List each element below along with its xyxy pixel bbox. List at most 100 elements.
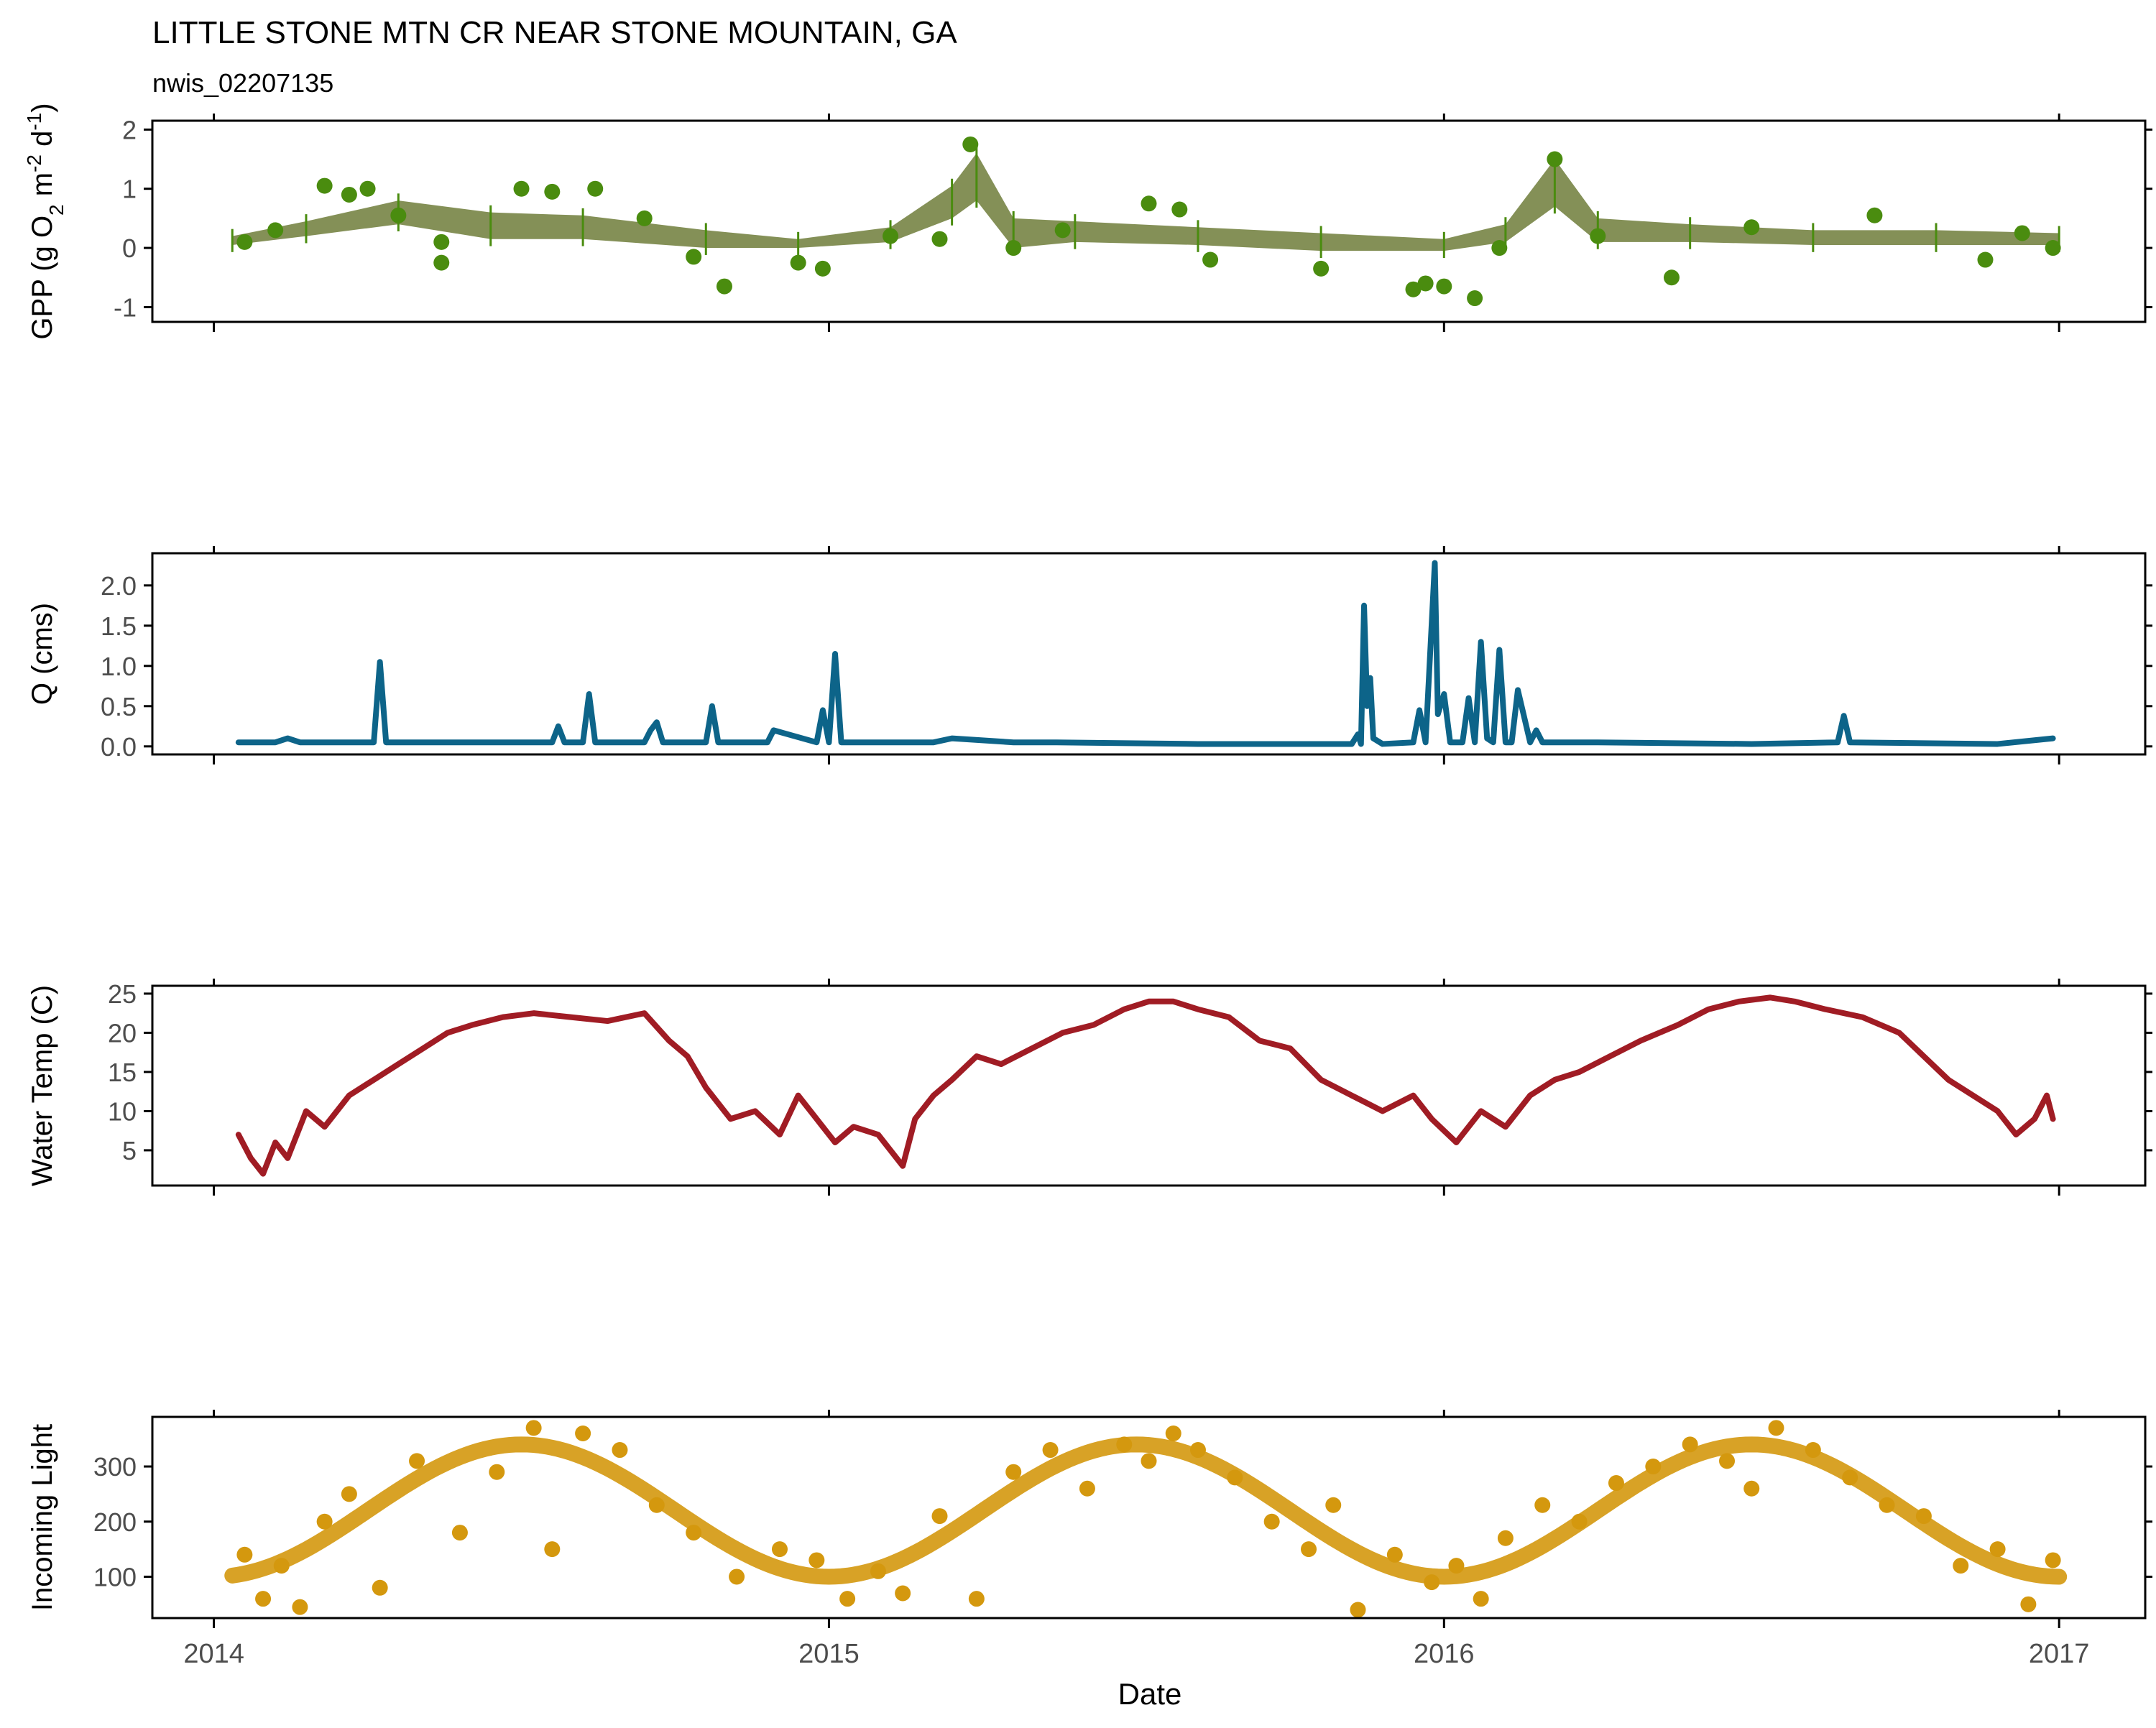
light-point bbox=[612, 1442, 628, 1459]
light-point bbox=[1263, 1513, 1280, 1530]
light-point bbox=[648, 1497, 665, 1513]
panel-light: 100 200 300 2014 2015 2016 2017 Incoming Light bbox=[27, 1410, 2152, 1669]
light-point bbox=[870, 1563, 886, 1579]
y-tick-label: 0.0 bbox=[101, 732, 137, 762]
gpp-point bbox=[1743, 219, 1760, 236]
light-point bbox=[1989, 1541, 2006, 1558]
light-point bbox=[729, 1568, 745, 1585]
light-point bbox=[1805, 1442, 1821, 1459]
y-tick-label: 25 bbox=[108, 979, 137, 1009]
light-point bbox=[372, 1579, 388, 1596]
light-point bbox=[1301, 1541, 1317, 1558]
light-point bbox=[1473, 1591, 1489, 1607]
panel-frame bbox=[151, 552, 2147, 756]
light-point bbox=[1743, 1480, 1760, 1497]
light-point bbox=[1165, 1426, 1181, 1442]
gpp-point bbox=[1866, 207, 1883, 223]
chart-title: LITTLE STONE MTN CR NEAR STONE MOUNTAIN,… bbox=[152, 15, 957, 50]
light-point bbox=[544, 1541, 561, 1558]
gpp-point bbox=[341, 186, 357, 203]
y-axis-label-part: d bbox=[27, 131, 58, 154]
chart-subtitle: nwis_02207135 bbox=[152, 68, 333, 98]
light-point bbox=[1534, 1497, 1551, 1513]
y-axis-label-part: -1 bbox=[23, 113, 45, 131]
gpp-point bbox=[883, 228, 899, 244]
light-point bbox=[1571, 1513, 1588, 1530]
gpp-band-area bbox=[232, 153, 2060, 251]
gpp-point bbox=[544, 183, 561, 200]
gpp-point bbox=[814, 260, 831, 277]
x-tick-label: 2014 bbox=[183, 1639, 244, 1669]
gpp-point bbox=[1467, 290, 1483, 307]
y-axis-label-part: 2 bbox=[45, 204, 68, 216]
light-point bbox=[525, 1420, 542, 1436]
light-point bbox=[1116, 1436, 1133, 1453]
y-tick-label: 5 bbox=[122, 1136, 137, 1165]
light-point bbox=[236, 1546, 253, 1563]
light-point bbox=[1842, 1469, 1858, 1486]
light-point bbox=[1141, 1453, 1157, 1469]
x-tick-label: 2016 bbox=[1414, 1639, 1475, 1669]
y-tick-label: 10 bbox=[108, 1096, 137, 1126]
panel-q: 0.0 0.5 1.0 1.5 2.0 Q (cms) bbox=[27, 546, 2152, 764]
y-axis-label-part: GPP (g O bbox=[27, 216, 58, 340]
temp-series-line bbox=[235, 994, 2056, 1177]
light-point bbox=[1682, 1436, 1698, 1453]
gpp-point bbox=[1436, 278, 1452, 295]
gpp-point bbox=[359, 180, 376, 197]
light-point bbox=[1386, 1546, 1403, 1563]
gpp-point bbox=[962, 136, 979, 152]
light-point bbox=[1768, 1420, 1784, 1436]
gpp-point bbox=[1590, 228, 1606, 244]
gpp-point bbox=[2045, 240, 2061, 257]
light-point bbox=[451, 1525, 468, 1541]
gpp-point bbox=[316, 177, 333, 194]
y-axis-label: GPP (g O2 m-2 d-1) bbox=[23, 103, 68, 339]
light-point bbox=[1325, 1497, 1342, 1513]
gpp-point bbox=[1054, 222, 1071, 239]
light-point bbox=[1189, 1442, 1206, 1459]
y-tick-label: -1 bbox=[114, 292, 137, 322]
y-axis-label-part: -2 bbox=[23, 154, 45, 172]
y-tick-label: 1.5 bbox=[101, 611, 137, 641]
y-tick-label: 20 bbox=[108, 1018, 137, 1048]
y-tick-label: 2.0 bbox=[101, 571, 137, 601]
y-tick-label: 15 bbox=[108, 1058, 137, 1087]
gpp-point bbox=[2014, 225, 2030, 241]
y-axis-label-part: m bbox=[27, 172, 58, 204]
y-tick-label: 0 bbox=[122, 234, 137, 263]
light-point bbox=[686, 1525, 702, 1541]
light-point bbox=[1497, 1530, 1514, 1546]
plot-area-q bbox=[235, 560, 2056, 747]
y-tick-label: 1.0 bbox=[101, 652, 137, 681]
gpp-point bbox=[931, 231, 948, 247]
light-point bbox=[931, 1508, 948, 1525]
gpp-point bbox=[1547, 151, 1563, 167]
light-point bbox=[968, 1591, 985, 1607]
gpp-point bbox=[1417, 275, 1434, 292]
light-point bbox=[2045, 1552, 2061, 1568]
light-point bbox=[1448, 1558, 1465, 1574]
plot-area-gpp bbox=[231, 136, 2061, 307]
gpp-point bbox=[1005, 240, 1022, 257]
gpp-point bbox=[1141, 195, 1157, 212]
light-dense-band bbox=[224, 1436, 2068, 1585]
light-point bbox=[341, 1486, 357, 1502]
gpp-point bbox=[1491, 240, 1508, 257]
gpp-point bbox=[236, 234, 253, 250]
gpp-point bbox=[1313, 260, 1330, 277]
y-tick-label: 2 bbox=[122, 115, 137, 144]
light-point bbox=[1424, 1574, 1440, 1591]
light-point bbox=[2020, 1596, 2037, 1612]
gpp-point bbox=[267, 222, 284, 239]
light-point bbox=[489, 1464, 505, 1480]
light-point bbox=[1005, 1464, 1022, 1480]
light-point bbox=[1079, 1480, 1095, 1497]
y-axis-label-part: ) bbox=[27, 103, 58, 112]
y-tick-label: 1 bbox=[122, 175, 137, 204]
gpp-point bbox=[686, 249, 702, 265]
panel-temp: 5 10 15 20 25 Water Temp (C) bbox=[27, 979, 2152, 1196]
